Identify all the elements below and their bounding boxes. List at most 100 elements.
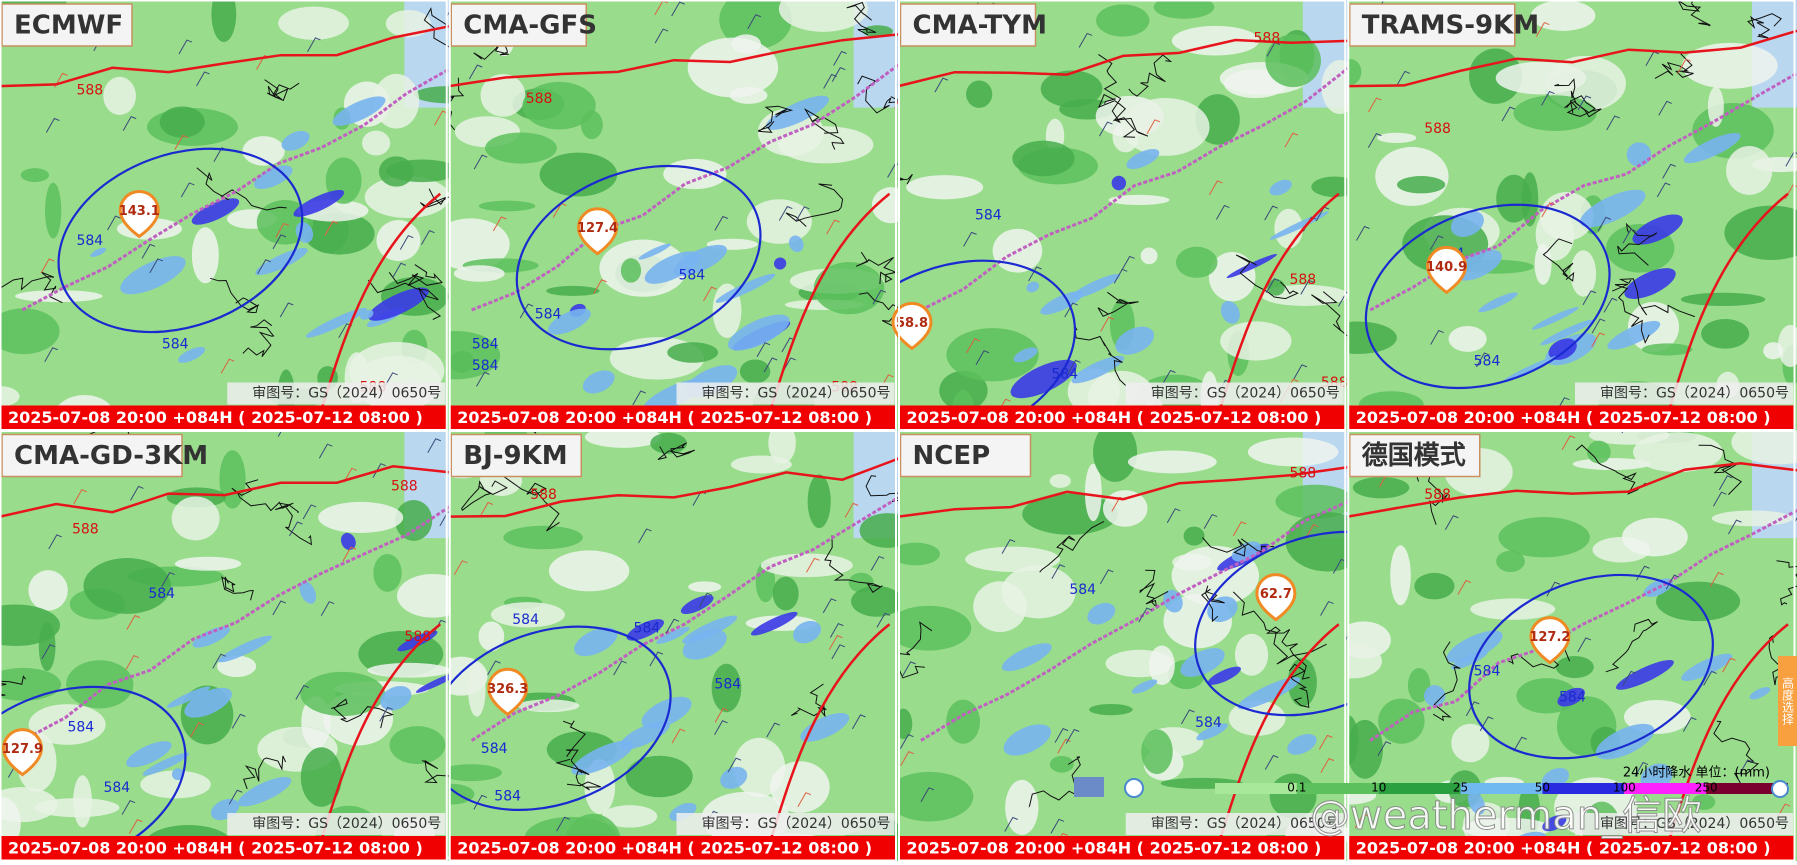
contour-label: 588 (1289, 272, 1316, 288)
rain-area (45, 183, 61, 239)
rain-area (546, 286, 599, 296)
rain-area (626, 756, 693, 798)
contour-label: 584 (494, 788, 521, 804)
rain-area (73, 775, 92, 827)
rain-area (160, 106, 205, 137)
rain-area (540, 153, 618, 197)
max-value: 140.9 (1426, 260, 1467, 275)
timestamp: 2025-07-08 20:00 +084H ( 2025-07-12 08:0… (457, 839, 872, 858)
rain-area (1726, 146, 1772, 195)
rain-area (688, 581, 721, 592)
play-button[interactable] (1125, 779, 1143, 797)
map-panel: 588584584588143.1ECMWF审图号：GS（2024）0650号2… (0, 0, 492, 439)
rain-area (1556, 656, 1594, 678)
contour-label: 584 (1195, 715, 1222, 731)
rain-area (1141, 729, 1172, 774)
rain-area (1531, 0, 1596, 31)
rain-area (379, 156, 414, 186)
contour-label: 584 (1559, 689, 1586, 705)
contour-label: 588 (404, 629, 431, 645)
panel-title: ECMWF (14, 11, 123, 41)
rain-area (1571, 250, 1597, 296)
approval: 审图号：GS（2024）0650号 (1151, 386, 1340, 402)
rain-area (1089, 704, 1133, 715)
rain-area (454, 265, 505, 281)
rain-area (103, 77, 136, 115)
rain-area (906, 175, 983, 199)
rain-area (1470, 598, 1555, 619)
rain-area (386, 10, 431, 37)
contour-label: 584 (975, 207, 1002, 223)
max-value: 326.3 (487, 682, 528, 697)
contour-label: 584 (535, 306, 562, 322)
rain-area (1449, 326, 1487, 352)
rain-area (390, 726, 446, 764)
rain-area (663, 159, 726, 189)
legend-slider[interactable] (1772, 781, 1788, 797)
approval: 审图号：GS（2024）0650号 (1600, 386, 1789, 402)
max-value: 127.2 (1529, 630, 1570, 645)
rain-area (1701, 319, 1749, 349)
rain-area (1622, 518, 1688, 557)
panel-title: TRAMS-9KM (1362, 11, 1539, 41)
rain-area (808, 474, 831, 528)
rain-area (1041, 70, 1103, 107)
rain-area (549, 550, 629, 591)
rain-area (278, 7, 349, 40)
panel-title: CMA-GFS (463, 11, 597, 41)
contour-label: 584 (678, 268, 705, 284)
contour-label: 584 (76, 233, 103, 249)
rain-area (172, 496, 220, 540)
rain-area (367, 663, 450, 678)
rain-area (468, 664, 485, 717)
contour-label: 588 (1424, 487, 1451, 503)
rain-area (1681, 293, 1766, 306)
rain-area (966, 80, 992, 107)
contour-label: 584 (162, 336, 189, 352)
rain-area (479, 622, 505, 652)
contour-label: 584 (714, 676, 741, 692)
map-body (411, 0, 910, 443)
approval: 审图号：GS（2024）0650号 (702, 386, 891, 402)
nav-button[interactable] (1074, 777, 1104, 797)
panel-title: 德国模式 (1362, 441, 1466, 471)
rain-area (731, 34, 761, 53)
contour-label: 584 (1051, 367, 1078, 383)
rain-area (1005, 780, 1038, 835)
contour-label: 584 (472, 336, 499, 352)
timestamp: 2025-07-08 20:00 +084H ( 2025-07-12 08:0… (1356, 408, 1771, 427)
rain-area (485, 133, 557, 164)
approval: 审图号：GS（2024）0650号 (702, 816, 891, 832)
max-value: 127.4 (577, 221, 618, 236)
rain-area (965, 547, 1060, 572)
rain-area (21, 168, 49, 182)
approval: 审图号：GS（2024）0650号 (252, 816, 441, 832)
contour-label: 584 (1474, 354, 1501, 370)
rain-area (28, 570, 67, 610)
panel-title: CMA-GD-3KM (14, 441, 208, 471)
contour-label: 584 (512, 612, 539, 628)
map-body (1319, 0, 1797, 431)
rain-area (946, 700, 980, 744)
max-value: 127.9 (2, 742, 43, 757)
contour-label: 584 (481, 741, 508, 757)
rain-area (1763, 342, 1783, 359)
panel-title: BJ-9KM (463, 441, 567, 471)
rain-area (773, 577, 799, 611)
timestamp: 2025-07-08 20:00 +084H ( 2025-07-12 08:0… (907, 408, 1322, 427)
contour-label: 584 (103, 780, 130, 796)
rain-area (1184, 527, 1205, 546)
rain-area (747, 199, 812, 244)
contour-label: 584 (1069, 582, 1096, 598)
rain-area (1220, 321, 1291, 360)
contour-label: 588 (1254, 31, 1281, 47)
rain-area (1375, 147, 1448, 206)
rain-area (1397, 176, 1445, 193)
contour-label: 588 (72, 522, 99, 538)
rain-area (192, 227, 219, 283)
rain-area (318, 502, 403, 533)
rain-area (362, 131, 390, 156)
map-body (0, 0, 492, 439)
rain-area (1353, 477, 1409, 498)
